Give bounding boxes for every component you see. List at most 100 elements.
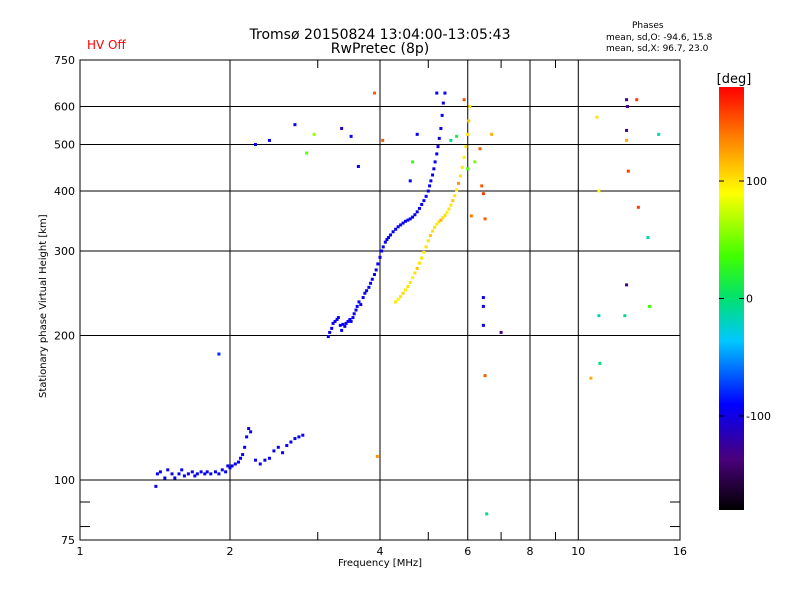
data-point xyxy=(301,433,305,437)
data-point xyxy=(625,105,629,109)
data-point xyxy=(186,472,190,476)
data-point xyxy=(635,98,639,102)
data-point xyxy=(247,427,251,431)
data-point xyxy=(239,456,243,460)
data-point xyxy=(228,466,232,470)
data-point xyxy=(460,165,464,169)
data-point xyxy=(217,352,221,356)
data-point xyxy=(597,189,601,193)
data-point xyxy=(209,472,213,476)
data-point xyxy=(241,453,245,457)
data-point xyxy=(285,444,289,448)
data-point xyxy=(289,440,293,444)
data-point xyxy=(648,304,652,308)
colorbar-tick-label: 100 xyxy=(746,175,767,188)
data-point xyxy=(343,324,347,328)
data-point xyxy=(399,223,403,227)
phases-x-stats: mean, sd,X: 96.7, 23.0 xyxy=(606,44,709,54)
data-point xyxy=(485,512,489,516)
data-point xyxy=(158,470,162,474)
y-tick-label: 400 xyxy=(54,185,75,198)
data-point xyxy=(361,296,365,300)
phases-title: Phases xyxy=(632,21,664,31)
data-point xyxy=(625,283,629,287)
data-point xyxy=(163,476,167,480)
data-point xyxy=(267,456,271,460)
colorbar-tick-label: -100 xyxy=(746,410,771,423)
data-point xyxy=(424,194,428,198)
data-point xyxy=(657,132,661,136)
x-tick-label: 16 xyxy=(673,545,687,558)
data-point xyxy=(436,145,440,149)
data-point xyxy=(374,268,378,272)
data-point xyxy=(483,217,487,221)
data-point xyxy=(451,199,455,203)
data-point xyxy=(481,296,485,300)
data-point xyxy=(378,255,382,259)
data-point xyxy=(199,470,203,474)
data-point xyxy=(408,217,412,221)
data-point xyxy=(455,188,459,192)
data-point xyxy=(439,126,443,130)
data-point xyxy=(203,472,207,476)
data-point xyxy=(499,330,503,334)
data-point xyxy=(447,207,451,211)
data-point xyxy=(625,138,629,142)
data-point xyxy=(399,295,403,299)
data-point xyxy=(340,126,344,130)
plot-frame xyxy=(79,59,681,541)
data-point xyxy=(367,285,371,289)
data-point xyxy=(233,462,237,466)
data-point xyxy=(597,314,601,318)
data-point xyxy=(166,468,170,472)
data-point xyxy=(413,271,417,275)
data-point xyxy=(336,316,340,320)
data-point xyxy=(375,454,379,458)
data-point xyxy=(625,128,629,132)
data-point xyxy=(173,476,177,480)
data-point xyxy=(293,123,297,127)
data-point xyxy=(381,138,385,142)
data-point xyxy=(426,239,430,243)
x-tick-label: 8 xyxy=(527,545,534,558)
data-point xyxy=(340,328,344,332)
data-point xyxy=(326,335,330,339)
data-point xyxy=(437,136,441,140)
data-point xyxy=(355,304,359,308)
data-point xyxy=(396,297,400,301)
data-point xyxy=(422,250,426,254)
data-point xyxy=(267,138,271,142)
data-point xyxy=(253,143,257,147)
data-point xyxy=(623,314,627,318)
x-tick-label: 10 xyxy=(571,545,585,558)
data-point xyxy=(376,262,380,266)
data-point xyxy=(293,437,297,441)
data-point xyxy=(455,134,459,138)
data-point xyxy=(433,225,437,229)
y-tick-label: 200 xyxy=(54,330,75,343)
data-point xyxy=(369,281,373,285)
data-point xyxy=(394,227,398,231)
data-point xyxy=(432,167,436,171)
data-point xyxy=(297,435,301,439)
data-point xyxy=(263,458,267,462)
data-point xyxy=(177,472,181,476)
data-point xyxy=(403,288,407,292)
data-point xyxy=(370,277,374,281)
colorbar-tick-label: 0 xyxy=(746,293,753,306)
data-point xyxy=(435,91,439,95)
data-point xyxy=(480,184,484,188)
data-point xyxy=(435,152,439,156)
data-point xyxy=(258,462,262,466)
data-point xyxy=(443,213,447,217)
data-point xyxy=(305,151,309,155)
data-point xyxy=(589,376,593,380)
data-point xyxy=(439,218,443,222)
data-point xyxy=(348,317,352,321)
data-point xyxy=(341,322,345,326)
data-point xyxy=(490,132,494,136)
data-point xyxy=(415,266,419,270)
data-point xyxy=(349,319,353,323)
data-point xyxy=(466,132,470,136)
data-point xyxy=(424,245,428,249)
